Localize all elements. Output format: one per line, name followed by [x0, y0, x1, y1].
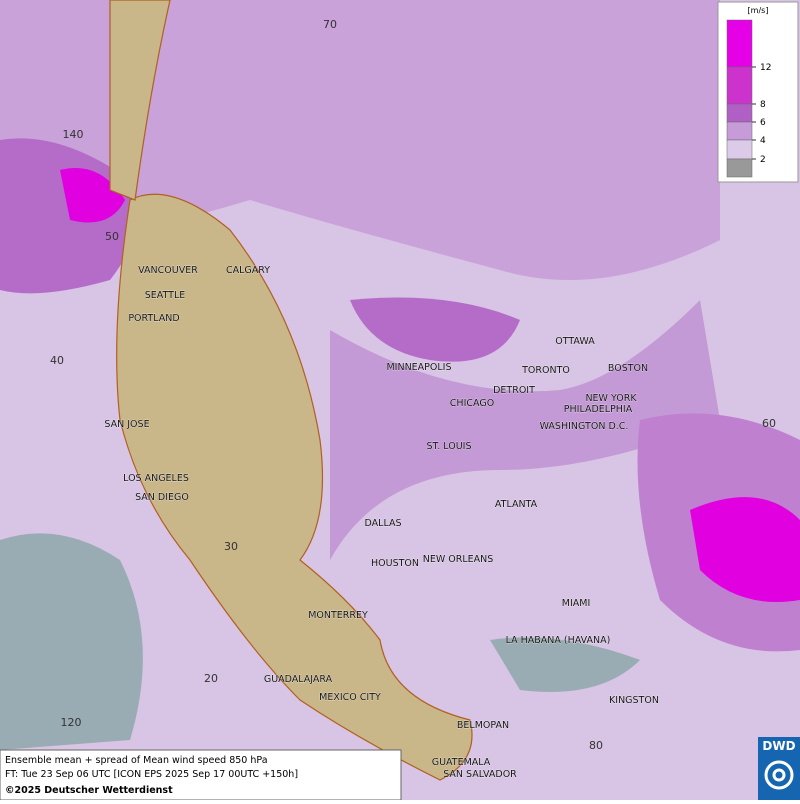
legend-swatch [726, 19, 753, 68]
city-label: PHILADELPHIA [564, 404, 633, 415]
footer-box [0, 749, 402, 801]
logo-text: DWD [762, 739, 795, 753]
city-label: PORTLAND [128, 313, 179, 324]
city-label: SAN SALVADOR [443, 769, 517, 780]
city-label: TORONTO [521, 365, 570, 376]
legend-swatch [726, 158, 753, 178]
legend-unit: [m/s] [748, 6, 769, 15]
legend-tick-label: 6 [760, 118, 766, 128]
city-label: BELMOPAN [457, 720, 509, 731]
city-label: NEW ORLEANS [423, 554, 494, 565]
city-label: MIAMI [562, 598, 591, 609]
legend-tick-label: 12 [760, 63, 771, 73]
city-label: SAN JOSE [104, 419, 149, 430]
city-label: CALGARY [226, 265, 270, 276]
city-label: SEATTLE [145, 290, 186, 301]
city-label: KINGSTON [609, 695, 659, 706]
city-label: NEW YORK [585, 393, 637, 404]
legend-swatch [726, 103, 753, 123]
logo-icon [772, 768, 786, 782]
city-label: CHICAGO [450, 398, 494, 409]
legend-swatch [726, 121, 753, 141]
grid-label: 70 [323, 18, 337, 31]
footer-line: Ensemble mean + spread of Mean wind spee… [5, 755, 268, 766]
legend-tick-label: 4 [760, 136, 766, 146]
grid-label: 30 [224, 540, 238, 553]
city-label: WASHINGTON D.C. [540, 421, 629, 432]
city-label: LA HABANA (HAVANA) [506, 635, 611, 646]
grid-labels: 70 140 50 40 60 30 20 120 80 [50, 18, 776, 752]
city-label: MEXICO CITY [319, 692, 381, 703]
grid-label: 140 [63, 128, 84, 141]
legend-tick-label: 2 [760, 155, 766, 165]
grid-label: 50 [105, 230, 119, 243]
logo-icon [764, 760, 794, 790]
grid-label: 120 [61, 716, 82, 729]
city-label: BOSTON [608, 363, 648, 374]
city-label: ATLANTA [495, 499, 538, 510]
land [109, 0, 473, 781]
footer-line: ©2025 Deutscher Wetterdienst [5, 785, 173, 796]
footer-line: FT: Tue 23 Sep 06 UTC [ICON EPS 2025 Sep… [5, 769, 298, 780]
city-label: VANCOUVER [138, 265, 198, 276]
city-label: MONTERREY [308, 610, 368, 621]
city-label: DETROIT [493, 385, 535, 396]
city-label: OTTAWA [555, 336, 595, 347]
grid-label: 80 [589, 739, 603, 752]
legend: 12 8 6 4 2 [726, 19, 771, 178]
city-label: GUADALAJARA [264, 674, 333, 685]
city-label: HOUSTON [371, 558, 419, 569]
legend-swatch [726, 66, 753, 105]
grid-label: 40 [50, 354, 64, 367]
city-label: SAN DIEGO [135, 492, 189, 503]
grid-label: 60 [762, 417, 776, 430]
legend-tick-label: 8 [760, 100, 766, 110]
city-label: LOS ANGELES [123, 473, 189, 484]
grid-label: 20 [204, 672, 218, 685]
city-label: ST. LOUIS [427, 441, 472, 452]
city-labels: VANCOUVER CALGARY SEATTLE PORTLAND MINNEAPOL… [104, 265, 659, 780]
city-label: MINNEAPOLIS [386, 362, 451, 373]
city-label: DALLAS [365, 518, 402, 529]
city-label: GUATEMALA [432, 757, 491, 768]
legend-swatch [726, 139, 753, 160]
